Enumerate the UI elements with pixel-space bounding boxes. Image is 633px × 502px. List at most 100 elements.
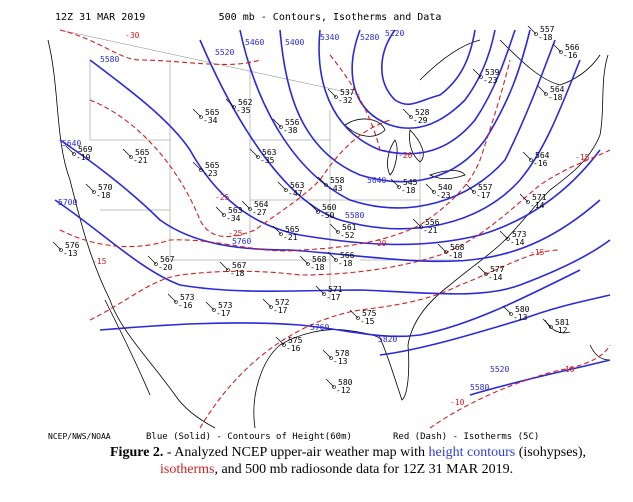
height-contours xyxy=(54,29,611,396)
caption-text: - Analyzed NCEP upper-air weather map wi… xyxy=(163,445,429,460)
station-temp: -21 xyxy=(423,226,438,235)
station-temp: -34 xyxy=(226,214,241,223)
station-temp: -18 xyxy=(448,251,463,260)
station-temp: -47 xyxy=(288,189,303,198)
wind-barb xyxy=(262,298,272,308)
station-dot xyxy=(92,190,96,194)
station-height: 567 xyxy=(160,255,175,264)
wind-barb xyxy=(527,25,537,35)
station-height: 575 xyxy=(288,336,303,345)
station-height: 571 xyxy=(328,285,343,294)
wind-barb xyxy=(225,98,235,108)
station-height: 564 xyxy=(550,85,565,94)
station-temp: -23 xyxy=(203,169,218,178)
station-height: 581 xyxy=(555,318,570,327)
wind-barb xyxy=(192,108,202,118)
wind-barb xyxy=(390,178,400,188)
station-dot xyxy=(334,258,338,262)
station-height: 566 xyxy=(340,251,355,260)
contour-label: 5760 xyxy=(232,237,251,246)
contour-label: 5520 xyxy=(215,48,234,57)
caption-link[interactable]: isotherms xyxy=(160,462,215,477)
wind-barb xyxy=(309,203,319,213)
wind-barb xyxy=(85,183,95,193)
wind-barb xyxy=(52,241,62,251)
contour-label: 5580 xyxy=(470,383,489,392)
station-dot xyxy=(232,105,236,109)
station-dot xyxy=(549,325,553,329)
station-temp: -52 xyxy=(340,231,355,240)
station-temp: -13 xyxy=(63,249,78,258)
station-height: 568 xyxy=(312,255,327,264)
contour-line xyxy=(469,359,611,396)
station-height: 577 xyxy=(490,265,505,274)
station-dot xyxy=(269,305,273,309)
contour-label: 5460 xyxy=(245,38,264,47)
wind-barb xyxy=(552,43,562,53)
wind-barb xyxy=(219,261,229,271)
wind-barb xyxy=(472,68,482,78)
isotherm-label: -30 xyxy=(125,31,140,40)
station-height: 572 xyxy=(275,298,290,307)
station-temp: -20 xyxy=(158,263,173,272)
caption-link[interactable]: height contours xyxy=(428,445,516,460)
station-temp: -35 xyxy=(236,106,251,115)
station-temp: -16 xyxy=(563,51,578,60)
station-temp: -18 xyxy=(401,186,416,195)
frame xyxy=(39,19,613,429)
station-dot xyxy=(409,115,413,119)
station-dot xyxy=(324,183,328,187)
map-time: 12Z 31 MAR 2019 xyxy=(55,12,145,23)
great-lakes xyxy=(344,118,466,180)
station-dot xyxy=(282,343,286,347)
station-height: 545 xyxy=(403,178,418,187)
station-temp: -18 xyxy=(96,191,111,200)
station-dot xyxy=(397,185,401,189)
station-dot xyxy=(506,237,510,241)
station-dot xyxy=(432,190,436,194)
isotherm-label: -15 xyxy=(575,153,590,162)
station-height: 575 xyxy=(362,309,377,318)
station-temp: -21 xyxy=(133,156,148,165)
station-dot xyxy=(419,225,423,229)
contour-line xyxy=(89,59,601,246)
isotherm-label: -20 xyxy=(372,239,387,248)
wind-barb xyxy=(412,218,422,228)
station-height: 573 xyxy=(512,230,527,239)
contour-label: 5640 xyxy=(62,139,81,148)
contour-label: 5640 xyxy=(367,176,386,185)
wind-barb xyxy=(502,305,512,315)
wind-barb xyxy=(437,243,447,253)
station-temp: -17 xyxy=(326,293,341,302)
wind-barb xyxy=(299,255,309,265)
contour-line xyxy=(54,199,611,295)
wind-barb xyxy=(317,176,327,186)
station-dot xyxy=(174,300,178,304)
station-temp: -12 xyxy=(336,386,351,395)
station-temp: -17 xyxy=(273,306,288,315)
station-temp: -14 xyxy=(488,273,503,282)
station-dot xyxy=(59,248,63,252)
wind-barb xyxy=(249,148,259,158)
station-height: 539 xyxy=(485,68,500,77)
station-height: 528 xyxy=(415,108,430,117)
contour-label: 5280 xyxy=(360,33,379,42)
station-dot xyxy=(444,250,448,254)
station-height: 563 xyxy=(228,206,243,215)
station-temp: -13 xyxy=(513,313,528,322)
station-dot xyxy=(316,210,320,214)
station-temp: -18 xyxy=(310,263,325,272)
isotherms xyxy=(59,29,611,429)
station-dot xyxy=(544,92,548,96)
station-height: 560 xyxy=(322,203,337,212)
station-temp: -17 xyxy=(476,191,491,200)
station-temp: -18 xyxy=(538,33,553,42)
isotherm-line xyxy=(89,149,611,321)
map-title: 500 mb - Contours, Isotherms and Data xyxy=(219,12,442,23)
station-dot xyxy=(484,272,488,276)
wind-barb xyxy=(167,293,177,303)
station-height: 563 xyxy=(290,181,305,190)
caption-text: , and 500 mb radiosonde data for 12Z 31 … xyxy=(214,462,514,477)
contour-label: 5760 xyxy=(310,323,329,332)
isotherm-label: -10 xyxy=(560,365,575,374)
